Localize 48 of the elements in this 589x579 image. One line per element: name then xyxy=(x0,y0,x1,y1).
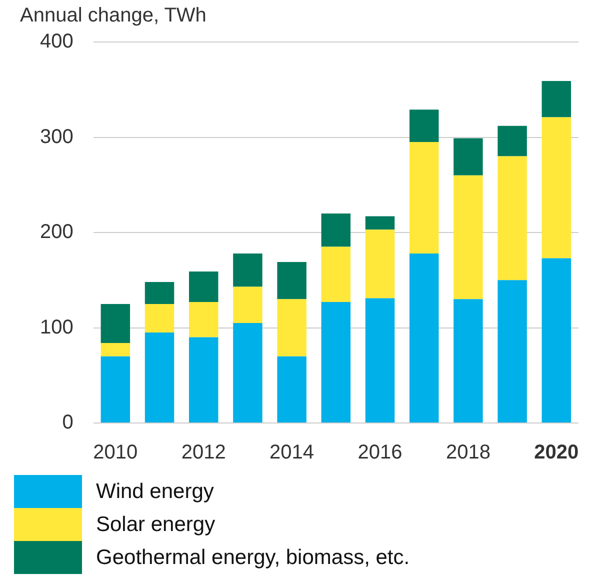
bar xyxy=(321,302,351,422)
bar xyxy=(409,253,439,422)
x-tick-label: 2020 xyxy=(534,442,579,464)
bar xyxy=(542,258,572,422)
y-tick-label: 300 xyxy=(40,126,74,148)
bar xyxy=(365,298,395,422)
bar xyxy=(454,175,483,300)
bar xyxy=(409,110,439,142)
y-axis-title: Annual change, TWh xyxy=(20,4,206,27)
bar xyxy=(277,262,306,300)
bar xyxy=(100,304,130,343)
bar xyxy=(188,337,218,422)
legend-label: Solar energy xyxy=(96,512,216,536)
bar xyxy=(365,216,395,230)
bar xyxy=(321,246,351,302)
bar xyxy=(498,126,527,156)
bar xyxy=(454,138,483,176)
bar xyxy=(144,304,174,333)
bar xyxy=(233,322,262,422)
bar xyxy=(188,272,218,302)
y-tick-label: 200 xyxy=(40,221,74,244)
bar xyxy=(321,213,351,247)
bar xyxy=(454,299,483,422)
bar xyxy=(498,156,527,280)
y-tick-label: 400 xyxy=(40,30,74,53)
x-tick-label: 2018 xyxy=(446,442,490,464)
bar xyxy=(233,253,262,287)
x-tick-label: 2012 xyxy=(181,442,226,464)
bar xyxy=(188,302,218,338)
bar xyxy=(144,282,174,304)
legend-label: Geothermal energy, biomass, etc. xyxy=(96,546,410,570)
x-tick-label: 2016 xyxy=(358,442,402,464)
bar xyxy=(233,286,262,323)
bar xyxy=(144,332,174,422)
bar xyxy=(542,81,572,118)
bar xyxy=(542,117,572,258)
bar xyxy=(100,356,130,422)
bar xyxy=(365,230,395,298)
x-tick-label: 2010 xyxy=(93,442,138,464)
y-tick-label: 100 xyxy=(40,316,74,338)
legend-label: Wind energy xyxy=(96,480,214,504)
bar xyxy=(409,142,439,254)
y-tick-label: 0 xyxy=(62,412,74,434)
bar xyxy=(100,342,130,356)
bar xyxy=(498,280,527,422)
bar xyxy=(277,356,306,422)
bar xyxy=(277,299,306,356)
x-tick-label: 2014 xyxy=(270,442,314,464)
